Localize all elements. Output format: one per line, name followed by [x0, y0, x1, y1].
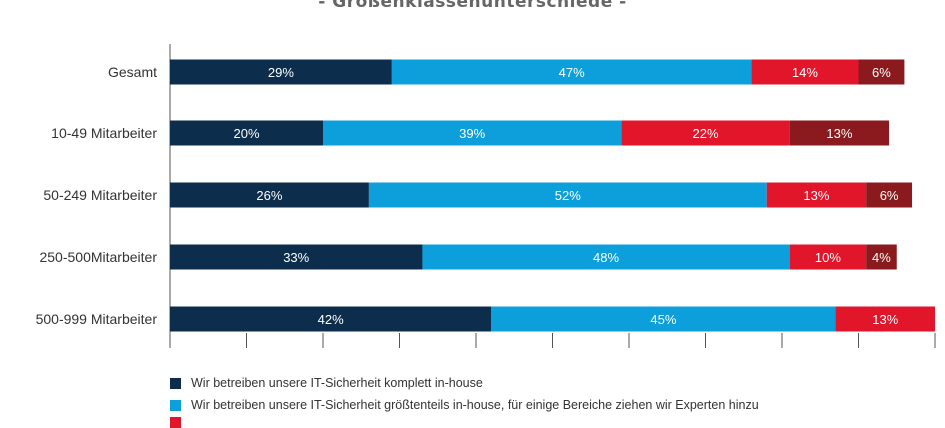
- chart-title: - Größenklassenunterschiede -: [318, 0, 627, 12]
- data-label: 47%: [559, 65, 585, 80]
- bar-segment: [789, 244, 867, 270]
- legend-swatch: [170, 377, 181, 389]
- category-label: 250-500Mitarbeiter: [39, 249, 157, 265]
- data-label: 33%: [283, 250, 309, 265]
- bar-segment: [835, 306, 935, 332]
- data-label: 4%: [872, 250, 891, 265]
- category-label: 50-249 Mitarbeiter: [43, 187, 157, 203]
- legend-item-cutoff: [170, 417, 191, 428]
- bar-segment: [491, 306, 836, 332]
- bar-segment: [391, 59, 752, 85]
- data-label: 52%: [555, 188, 581, 203]
- category-label: Gesamt: [108, 64, 157, 80]
- data-label: 13%: [872, 312, 898, 327]
- category-label: 500-999 Mitarbeiter: [36, 311, 158, 327]
- category-label: 10-49 Mitarbeiter: [51, 125, 157, 141]
- data-label: 39%: [459, 126, 485, 141]
- bar-segment: [170, 59, 392, 85]
- bar-segment: [323, 120, 622, 146]
- legend-item-mostly-inhouse: Wir betreiben unsere IT-Sicherheit größt…: [170, 398, 759, 412]
- data-label: 45%: [650, 312, 676, 327]
- legend-label: Wir betreiben unsere IT-Sicherheit größt…: [191, 398, 759, 412]
- data-label: 14%: [792, 65, 818, 80]
- data-label: 26%: [256, 188, 282, 203]
- data-label: 20%: [233, 126, 259, 141]
- legend-swatch: [170, 417, 181, 428]
- data-label: 6%: [872, 65, 891, 80]
- data-label: 6%: [880, 188, 899, 203]
- bar-segment: [422, 244, 790, 270]
- legend-swatch: [170, 399, 181, 411]
- legend-item-inhouse: Wir betreiben unsere IT-Sicherheit kompl…: [170, 376, 483, 390]
- bar-segment: [789, 120, 890, 146]
- data-label: 42%: [318, 312, 344, 327]
- bar-segment: [751, 59, 859, 85]
- bar-segment: [170, 182, 369, 208]
- bar-segment: [621, 120, 790, 146]
- bar-segment: [866, 182, 913, 208]
- legend-label: Wir betreiben unsere IT-Sicherheit kompl…: [191, 376, 483, 390]
- data-label: 10%: [815, 250, 841, 265]
- data-label: 29%: [268, 65, 294, 80]
- bar-segment: [766, 182, 867, 208]
- bar-segment: [170, 244, 423, 270]
- bar-segment: [858, 59, 905, 85]
- bar-segment: [170, 306, 492, 332]
- bar-segment: [866, 244, 897, 270]
- data-label: 13%: [826, 126, 852, 141]
- data-label: 22%: [692, 126, 718, 141]
- bar-segment: [368, 182, 767, 208]
- data-label: 48%: [593, 250, 619, 265]
- bar-segment: [170, 120, 323, 146]
- data-label: 13%: [803, 188, 829, 203]
